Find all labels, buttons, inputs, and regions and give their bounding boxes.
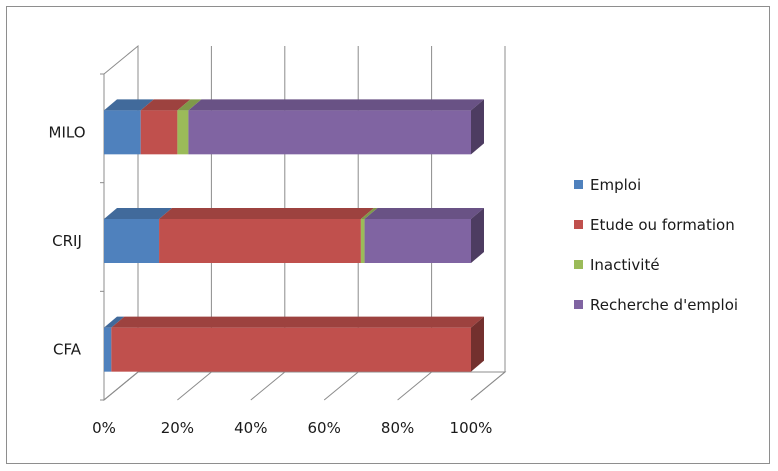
bar-top-milo-etude-ou-formation (140, 99, 191, 111)
bar-milo-etude-ou-formation (140, 110, 178, 155)
bar-top-cfa-emploi (104, 316, 125, 328)
legend-swatch-emploi (574, 180, 583, 189)
gridline-80 (397, 46, 433, 401)
bar-crij-emploi (104, 219, 160, 263)
gridline-60 (323, 46, 359, 401)
bar-top-crij-recherche-d-emploi (364, 208, 484, 219)
legend-label-recherche-d-emploi: Recherche d'emploi (590, 296, 738, 314)
gridline-20 (177, 46, 212, 401)
gridlines (103, 46, 506, 401)
x-axis-tick-labels: 0% 20% 40% 60% 80% 100% (92, 419, 492, 437)
bar-milo-emploi (104, 110, 141, 155)
bars (104, 99, 484, 372)
bar-milo-inactivite (177, 110, 189, 155)
stacked-bar-chart: 0% 20% 40% 60% 80% 100% MILO CRIJ CFA Emploi Etu… (49, 44, 738, 437)
bar-crij-recherche-d-emploi (364, 219, 471, 263)
floor-wall (103, 371, 507, 401)
bar-top-milo-inactivite (177, 99, 202, 111)
bar-top-milo-recherche-d-emploi (188, 99, 484, 111)
bar-top-milo-emploi (104, 99, 154, 111)
x-tick-label: 100% (450, 419, 493, 437)
bar-side-milo (471, 99, 484, 155)
y-axis-category-labels: MILO CRIJ CFA (49, 123, 86, 358)
category-label-crij: CRIJ (52, 232, 82, 250)
bar-top-cfa-etude-ou-formation (111, 316, 484, 328)
bar-top-crij-inactivite (360, 208, 378, 219)
x-tick-label: 80% (381, 419, 414, 437)
x-tick-label: 40% (234, 419, 267, 437)
bar-cfa-emploi (104, 327, 112, 372)
legend-swatch-recherche-d-emploi (574, 300, 583, 309)
bar-crij-inactivite (360, 219, 365, 263)
bar-milo-recherche-d-emploi (188, 110, 471, 155)
x-tick-label: 0% (92, 419, 116, 437)
x-tick-label: 20% (161, 419, 194, 437)
gridline-100 (470, 46, 506, 401)
gridline-0 (103, 46, 139, 401)
legend-swatch-etude-ou-formation (574, 220, 583, 229)
category-label-cfa: CFA (53, 341, 82, 359)
gridline-40 (250, 46, 286, 401)
category-label-milo: MILO (49, 123, 86, 141)
legend-swatch-inactivite (574, 260, 583, 269)
chart-frame: 0% 20% 40% 60% 80% 100% MILO CRIJ CFA Emploi Etu… (6, 6, 770, 464)
legend-label-emploi: Emploi (590, 176, 641, 194)
bar-top-crij-emploi (104, 208, 173, 219)
legend: Emploi Etude ou formation Inactivité Recher… (574, 176, 738, 314)
bar-cfa-etude-ou-formation (111, 327, 471, 372)
bar-top-crij-etude-ou-formation (159, 208, 374, 219)
legend-label-inactivite: Inactivité (590, 256, 660, 274)
bar-crij-etude-ou-formation (159, 219, 361, 263)
legend-label-etude-ou-formation: Etude ou formation (590, 216, 735, 234)
bar-side-crij (471, 208, 484, 263)
bar-side-cfa (471, 316, 484, 372)
x-tick-label: 60% (308, 419, 341, 437)
